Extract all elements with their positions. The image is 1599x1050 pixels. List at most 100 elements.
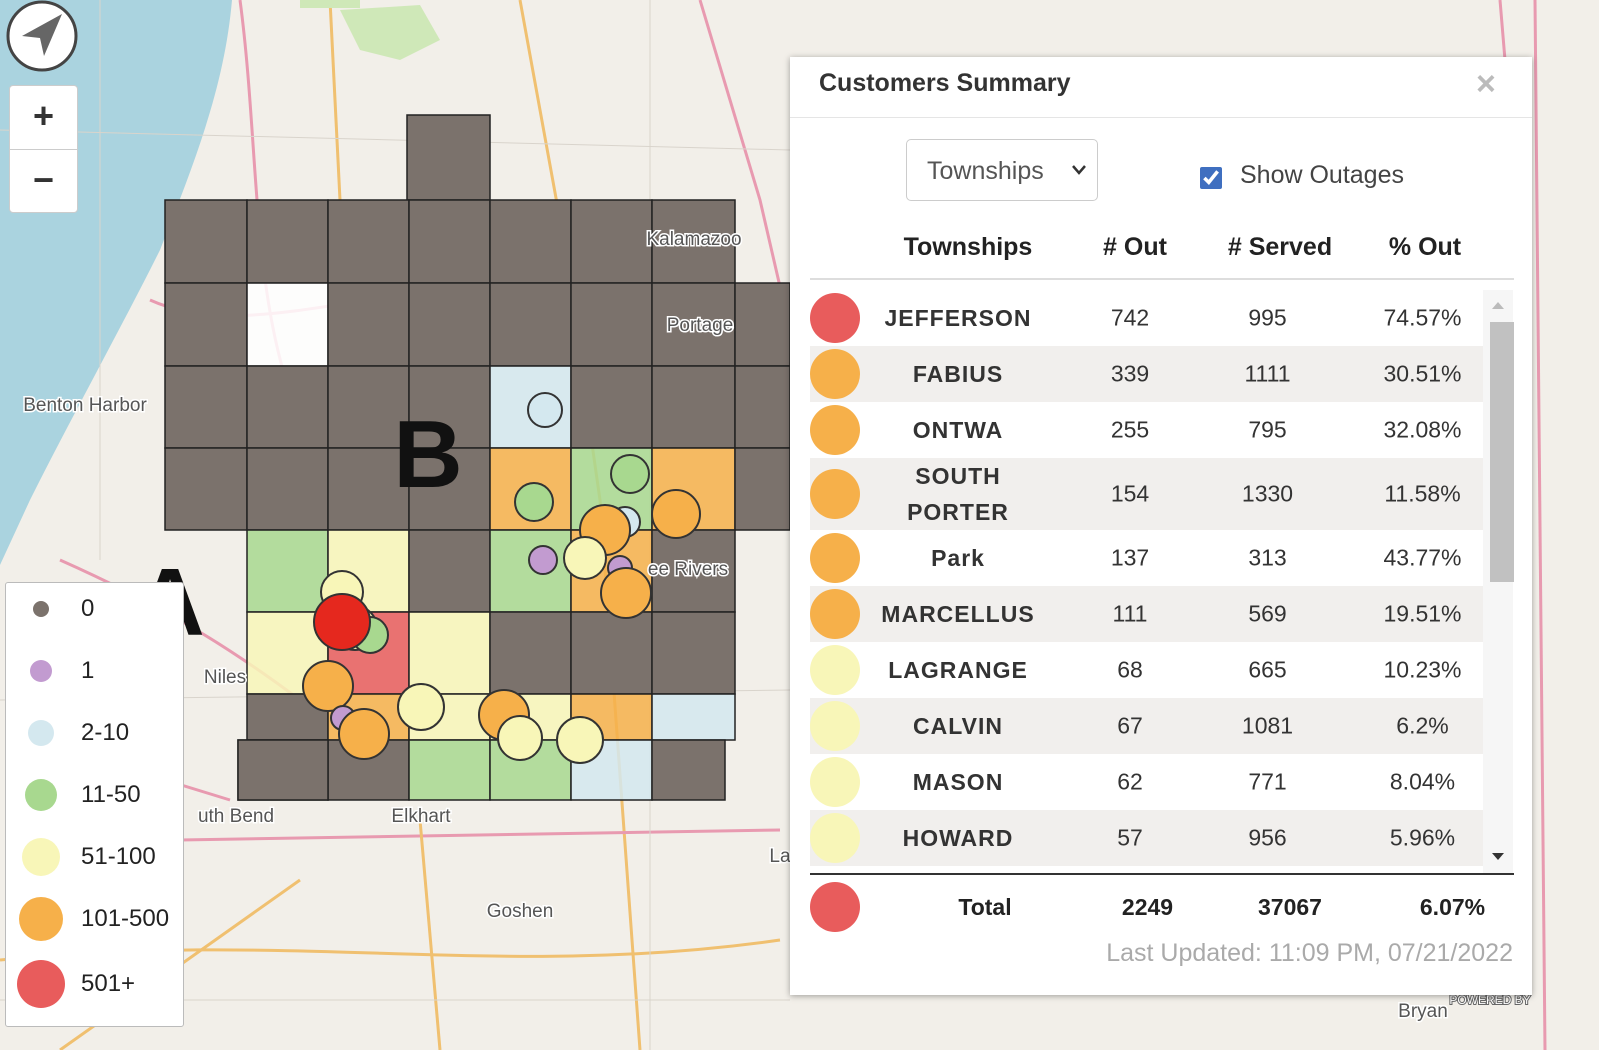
table-row: JEFFERSON 742 995 74.57%	[810, 290, 1483, 346]
table-row: MARCELLUS 111 569 19.51%	[810, 586, 1483, 642]
row-swatch	[810, 293, 860, 343]
legend-item: 11-50	[6, 770, 183, 820]
table-row: ONTWA 255 795 32.08%	[810, 402, 1483, 458]
scroll-down	[1492, 853, 1504, 860]
show-outages-checkbox[interactable]	[1200, 167, 1222, 189]
township	[734, 282, 791, 367]
cell-pct: 43.77%	[1383, 544, 1462, 571]
township	[489, 529, 572, 613]
row-swatch	[810, 701, 860, 751]
zoom-in[interactable]: +	[10, 86, 77, 150]
cell-served: 956	[1248, 824, 1287, 851]
zoom-out[interactable]: −	[32, 159, 55, 200]
outage-marker	[527, 392, 563, 428]
township	[408, 447, 491, 531]
cell-pct: 6.2%	[1396, 712, 1449, 739]
cell-out: 255	[1110, 416, 1150, 443]
township	[246, 282, 329, 367]
table-body: JEFFERSON 742 995 74.57% FABIUS 339 1111 30.51%…	[810, 290, 1483, 875]
outage-marker	[497, 715, 543, 761]
cell-out: 62	[1117, 768, 1143, 795]
legend-swatch	[28, 720, 54, 746]
township	[408, 199, 491, 284]
cell-out: 742	[1110, 304, 1150, 331]
township	[246, 447, 329, 531]
legend-label: 0	[81, 595, 95, 622]
road	[418, 819, 442, 1050]
separator	[790, 117, 1532, 118]
close-button[interactable]: ×	[1476, 65, 1496, 103]
road	[328, 0, 342, 201]
outage-marker	[563, 536, 607, 580]
layer-select[interactable]: Townships	[906, 139, 1098, 201]
cell-out: 137	[1110, 544, 1150, 571]
legend-swatch	[17, 960, 65, 1008]
cell-served: 313	[1248, 544, 1287, 571]
total-row: Total 2249 37067 6.07%	[810, 879, 1514, 935]
park	[300, 0, 360, 8]
legend-label: 101-500	[81, 905, 170, 932]
cell-pct: 5.96%	[1389, 824, 1456, 851]
township	[164, 447, 248, 531]
legend-swatch	[30, 660, 52, 682]
column-header: Townships	[903, 233, 1033, 261]
row-swatch	[810, 533, 860, 583]
table-row: FABIUS 339 1111 30.51%	[810, 346, 1483, 402]
cell-out: 57	[1117, 824, 1143, 851]
township	[651, 739, 726, 801]
township-name: FABIUS	[912, 361, 1004, 387]
outage-marker	[600, 567, 652, 619]
township	[489, 282, 572, 367]
legend-item: 101-500	[6, 894, 183, 944]
legend-label: 2-10	[81, 719, 130, 746]
legend-item: 501+	[6, 959, 183, 1009]
place-label: uth Bend	[198, 806, 274, 827]
legend-label: 11-50	[81, 781, 141, 808]
table-row: Park 137 313 43.77%	[810, 530, 1483, 586]
place-label: Elkhart	[391, 806, 451, 827]
cell-out: 154	[1110, 480, 1150, 507]
legend-swatch	[33, 601, 49, 617]
row-swatch	[810, 757, 860, 807]
outage-marker	[556, 716, 604, 764]
legend-item: 0	[6, 584, 183, 634]
scroll-thumb[interactable]	[1490, 322, 1514, 582]
township	[489, 199, 572, 284]
attribution: POWERED BY	[1449, 993, 1530, 1007]
place-label: Goshen	[487, 901, 554, 922]
township	[570, 611, 653, 695]
legend-label: 1	[81, 657, 95, 684]
township	[327, 282, 410, 367]
township	[164, 199, 248, 284]
place-label: Bryan	[1398, 1001, 1448, 1022]
total-served: 37067	[1258, 894, 1322, 920]
legend-label: 51-100	[81, 843, 156, 870]
zoom-control: + −	[9, 85, 78, 213]
place-label: ee Rivers	[648, 559, 728, 580]
locate-button[interactable]	[6, 0, 78, 72]
cell-pct: 30.51%	[1383, 360, 1462, 387]
township	[408, 282, 491, 367]
township	[651, 199, 736, 284]
township-name: MARCELLUS	[881, 601, 1035, 627]
legend-swatch	[25, 779, 57, 811]
road	[1533, 0, 1547, 1050]
township	[651, 365, 736, 449]
cell-served: 665	[1248, 656, 1287, 683]
township-name: Park	[931, 545, 985, 571]
cell-served: 1111	[1244, 360, 1291, 387]
cell-served: 771	[1248, 768, 1287, 795]
row-swatch	[810, 349, 860, 399]
place-label: Niles	[204, 667, 246, 688]
table-row: MASON 62 771 8.04%	[810, 754, 1483, 810]
park	[340, 5, 440, 60]
cell-pct: 19.51%	[1383, 600, 1462, 627]
township	[570, 282, 653, 367]
row-swatch	[810, 589, 860, 639]
row-swatch	[810, 469, 860, 519]
cell-served: 795	[1248, 416, 1287, 443]
township-name: MASON	[912, 769, 1004, 795]
township	[408, 529, 491, 613]
township	[246, 365, 329, 449]
table-row: SOUTH PORTER 154 1330 11.58%	[810, 458, 1483, 530]
